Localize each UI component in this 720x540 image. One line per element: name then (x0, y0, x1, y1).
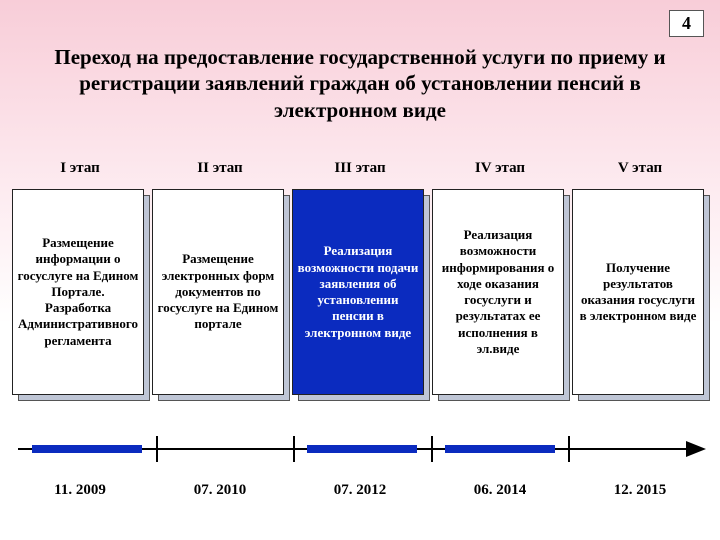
stage-column: II этап Размещение электронных форм докум… (150, 160, 290, 399)
stage-head: IV этап (475, 160, 525, 177)
stage-column: IV этап Реализация возможности информиров… (430, 160, 570, 399)
timeline-tick (568, 436, 570, 462)
stage-date: 07. 2012 (290, 482, 430, 499)
stage-box: Реализация возможности информирования о … (432, 189, 564, 395)
page-number: 4 (669, 10, 704, 37)
stage-date: 06. 2014 (430, 482, 570, 499)
stage-box-wrap: Размещение информации о госуслуге на Еди… (12, 189, 148, 399)
stage-head: III этап (334, 160, 385, 177)
timeline-segment (32, 445, 142, 453)
stage-date: 12. 2015 (570, 482, 710, 499)
stage-date: 07. 2010 (150, 482, 290, 499)
stage-box: Получение результатов оказания госуслуги… (572, 189, 704, 395)
stage-box: Реализация возможности подачи заявления … (292, 189, 424, 395)
timeline-segment (307, 445, 417, 453)
stage-box: Размещение электронных форм документов п… (152, 189, 284, 395)
stage-box-wrap: Реализация возможности подачи заявления … (292, 189, 428, 399)
stages-row: I этап Размещение информации о госуслуге … (10, 160, 710, 399)
stage-box-wrap: Получение результатов оказания госуслуги… (572, 189, 708, 399)
stage-box-wrap: Размещение электронных форм документов п… (152, 189, 288, 399)
stage-column: V этап Получение результатов оказания гос… (570, 160, 710, 399)
page-title: Переход на предоставление государственно… (30, 44, 690, 123)
timeline-segment (445, 445, 555, 453)
stage-head: V этап (618, 160, 662, 177)
dates-row: 11. 200907. 201007. 201206. 201412. 2015 (10, 482, 710, 499)
stage-head: II этап (197, 160, 242, 177)
stage-head: I этап (60, 160, 100, 177)
stage-column: I этап Размещение информации о госуслуге … (10, 160, 150, 399)
timeline-tick (293, 436, 295, 462)
stage-column: III этап Реализация возможности подачи за… (290, 160, 430, 399)
timeline-tick (156, 436, 158, 462)
timeline (18, 430, 706, 470)
stage-box: Размещение информации о госуслуге на Еди… (12, 189, 144, 395)
stage-date: 11. 2009 (10, 482, 150, 499)
timeline-arrowhead-icon (686, 441, 706, 457)
stage-box-wrap: Реализация возможности информирования о … (432, 189, 568, 399)
timeline-tick (431, 436, 433, 462)
